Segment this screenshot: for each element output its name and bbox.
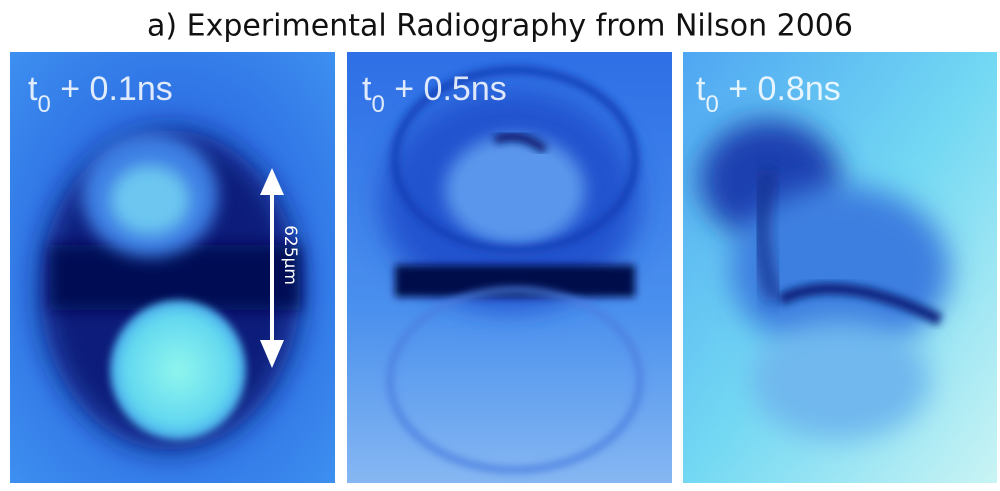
figure-title: a) Experimental Radiography from Nilson …	[147, 9, 853, 44]
time-subscript: 0	[705, 91, 718, 118]
scale-label: 625μm	[280, 225, 300, 285]
time-offset: + 0.1ns	[51, 70, 173, 108]
radiograph-panel	[683, 52, 997, 483]
time-offset: + 0.8ns	[719, 70, 841, 108]
page: a) Experimental Radiography from Nilson …	[0, 0, 1000, 491]
time-offset: + 0.5ns	[385, 70, 507, 108]
time-subscript: 0	[371, 91, 384, 118]
radiograph-panel	[347, 52, 672, 483]
figure: a) Experimental Radiography from Nilson …	[0, 0, 1000, 491]
time-subscript: 0	[37, 91, 50, 118]
